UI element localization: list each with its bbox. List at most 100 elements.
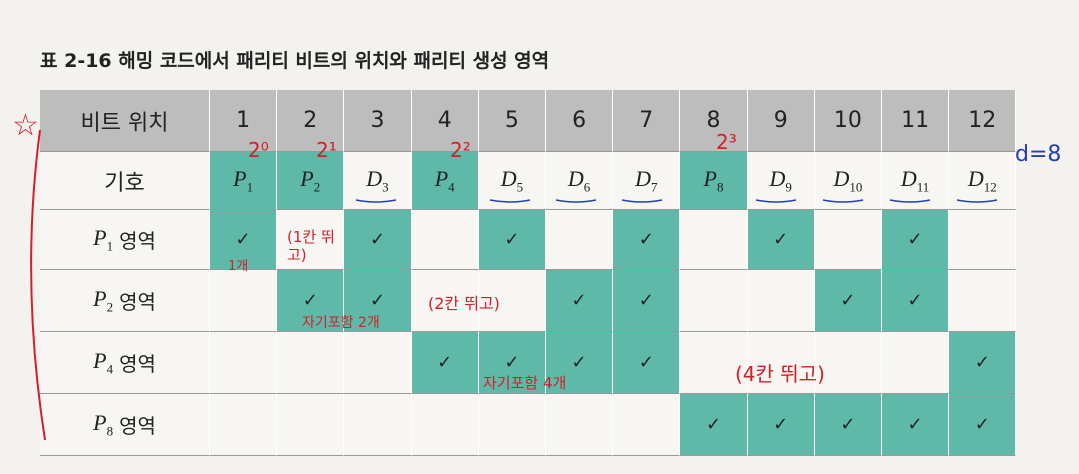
check-mark: ✓ [974,414,990,435]
position-number: 2 [303,108,318,133]
symbol-subscript: 10 [849,179,863,195]
symbol-subscript: 9 [785,179,792,195]
row-label: 기호 [40,152,210,210]
position-number: 7 [639,108,654,133]
region-cell [210,394,278,456]
symbol-letter: D [366,165,383,191]
symbol: P1 [233,166,253,195]
symbol-letter: D [500,165,517,191]
region-cell [277,394,345,456]
check-mark: ✓ [907,414,923,435]
row-label: P1 영역 [40,210,210,270]
symbol: P2 [300,166,320,195]
check-mark: ✓ [638,229,654,250]
check-mark: ✓ [504,229,520,250]
region-cell: ✓ [411,332,479,394]
symbol: D11 [901,166,929,195]
region-cell [949,210,1017,270]
region-cell [882,332,950,394]
symbol-letter: P [434,165,449,191]
region-cell [680,270,748,332]
region-cell: ✓ [546,332,614,394]
row-label: P2 영역 [40,270,210,332]
position-number: 12 [968,108,997,133]
symbol-letter: D [567,165,584,191]
symbol-cell: P1 [210,152,278,210]
region-cell: ✓ [613,332,681,394]
symbol-cell: P4 [411,152,479,210]
symbol: D3 [366,166,388,195]
symbol-subscript: 2 [106,299,114,315]
position-header: 9 [747,90,815,152]
position-number: 11 [901,108,930,133]
check-mark: ✓ [840,414,856,435]
region-cell: ✓ [747,210,815,270]
symbol-letter: P [93,224,107,250]
region-cell [546,210,614,270]
check-mark: ✓ [638,290,654,311]
handwritten-note: (1칸 뛰고) [287,228,335,264]
row-suffix: 영역 [119,414,156,438]
handwritten-note: 자기포함 2개 [302,315,380,331]
region-cell: ✓ [814,270,882,332]
region-cell [747,270,815,332]
handwritten-note: 1개 [228,259,249,274]
symbol-letter: P [93,285,107,311]
region-cell [344,394,412,456]
region-cell [814,210,882,270]
position-header: 6 [546,90,614,152]
symbol: P4 [93,348,113,377]
region-cell: ✓ [546,270,614,332]
check-mark: ✓ [504,352,520,373]
symbol: D10 [833,166,862,195]
position-number: 4 [437,108,452,133]
symbol-subscript: 3 [382,179,389,195]
handwritten-note: (2칸 뛰고) [428,294,500,313]
region-cell: ✓ [344,270,412,332]
symbol-subscript: 2 [313,179,321,195]
handwritten-note: ☆ [12,108,39,143]
symbol-subscript: 5 [516,179,524,195]
symbol-subscript: 8 [106,423,114,439]
region-cell: ✓ [478,210,546,270]
check-mark: ✓ [773,229,789,250]
region-cell [277,210,345,270]
region-cell [747,332,815,394]
handwritten-note: 2³ [716,130,737,154]
symbol-subscript: 1 [246,179,254,195]
check-mark: ✓ [840,290,856,311]
symbol: D5 [501,166,523,195]
region-cell: ✓ [277,270,345,332]
position-header: 7 [613,90,681,152]
title: 표 2-16 해밍 코드에서 패리티 비트의 위치와 패리티 생성 영역 [40,50,550,72]
position-header: 4 [411,90,479,152]
region-cell [546,394,614,456]
symbol-letter: D [769,165,786,191]
region-cell: ✓ [680,394,748,456]
region-cell: ✓ [882,270,950,332]
symbol-letter: P [703,165,717,191]
symbol-subscript: 1 [106,238,114,254]
region-cell [411,394,479,456]
corner-header: 비트 위치 [40,90,210,152]
region-cell: ✓ [882,210,950,270]
region-cell: ✓ [814,394,882,456]
header-text: 비트 위치 [80,110,169,136]
check-mark: ✓ [773,414,789,435]
region-cell [411,270,479,332]
handwritten-note: (4칸 뛰고) [735,362,825,386]
symbol-subscript: 6 [583,179,591,195]
symbol: P1 [93,225,113,254]
region-cell: ✓ [882,394,950,456]
symbol: P8 [93,410,113,439]
check-mark: ✓ [571,352,587,373]
handwritten-note: 2¹ [316,138,337,162]
symbol-letter: D [635,165,651,191]
region-cell [411,210,479,270]
symbol-letter: D [900,165,917,191]
region-cell [613,394,681,456]
position-number: 10 [833,108,862,133]
symbol-subscript: 8 [716,179,724,195]
region-cell: ✓ [344,210,412,270]
